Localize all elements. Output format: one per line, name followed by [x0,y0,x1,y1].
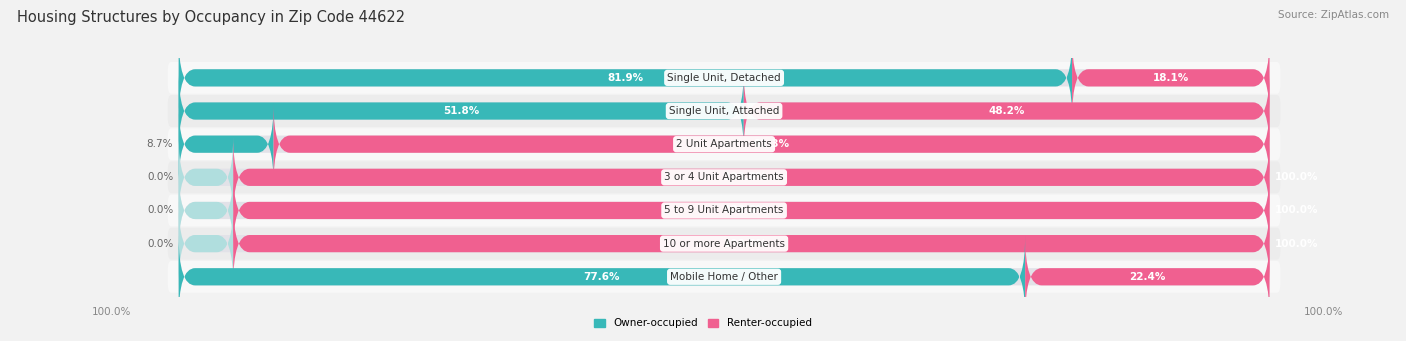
FancyBboxPatch shape [179,70,744,152]
Text: 77.6%: 77.6% [583,272,620,282]
Text: Single Unit, Detached: Single Unit, Detached [668,73,780,83]
Text: 5 to 9 Unit Apartments: 5 to 9 Unit Apartments [665,206,783,216]
FancyBboxPatch shape [179,37,1270,119]
FancyBboxPatch shape [167,95,1281,127]
Text: 48.2%: 48.2% [988,106,1025,116]
FancyBboxPatch shape [179,169,1270,252]
FancyBboxPatch shape [744,70,1270,152]
Text: Housing Structures by Occupancy in Zip Code 44622: Housing Structures by Occupancy in Zip C… [17,10,405,25]
FancyBboxPatch shape [1073,37,1270,119]
FancyBboxPatch shape [179,169,233,252]
FancyBboxPatch shape [167,195,1281,226]
FancyBboxPatch shape [179,203,1270,285]
Text: Mobile Home / Other: Mobile Home / Other [671,272,778,282]
Text: 51.8%: 51.8% [443,106,479,116]
FancyBboxPatch shape [167,128,1281,160]
Text: 100.0%: 100.0% [724,172,768,182]
Text: 81.9%: 81.9% [607,73,644,83]
Text: 100.0%: 100.0% [1275,172,1319,182]
FancyBboxPatch shape [179,203,233,285]
Text: 100.0%: 100.0% [1275,239,1319,249]
FancyBboxPatch shape [233,136,1270,219]
Text: 91.3%: 91.3% [754,139,790,149]
FancyBboxPatch shape [233,203,1270,285]
Text: Source: ZipAtlas.com: Source: ZipAtlas.com [1278,10,1389,20]
FancyBboxPatch shape [167,62,1281,94]
Text: 100.0%: 100.0% [724,206,768,216]
FancyBboxPatch shape [179,103,1270,185]
Text: 100.0%: 100.0% [1303,307,1343,317]
FancyBboxPatch shape [179,103,274,185]
Text: 100.0%: 100.0% [1275,206,1319,216]
FancyBboxPatch shape [179,136,1270,219]
Text: 0.0%: 0.0% [148,172,173,182]
FancyBboxPatch shape [274,103,1270,185]
Text: 0.0%: 0.0% [148,206,173,216]
Text: 18.1%: 18.1% [1153,73,1189,83]
Text: 22.4%: 22.4% [1129,272,1166,282]
Text: 0.0%: 0.0% [148,239,173,249]
Legend: Owner-occupied, Renter-occupied: Owner-occupied, Renter-occupied [591,314,815,332]
FancyBboxPatch shape [167,261,1281,293]
FancyBboxPatch shape [179,136,233,219]
Text: 100.0%: 100.0% [724,239,768,249]
FancyBboxPatch shape [179,37,1073,119]
Text: 100.0%: 100.0% [91,307,131,317]
FancyBboxPatch shape [1025,236,1270,318]
FancyBboxPatch shape [179,236,1270,318]
FancyBboxPatch shape [233,169,1270,252]
Text: Single Unit, Attached: Single Unit, Attached [669,106,779,116]
Text: 8.7%: 8.7% [146,139,173,149]
FancyBboxPatch shape [167,228,1281,260]
Text: 2 Unit Apartments: 2 Unit Apartments [676,139,772,149]
FancyBboxPatch shape [179,70,1270,152]
FancyBboxPatch shape [179,236,1025,318]
Text: 10 or more Apartments: 10 or more Apartments [664,239,785,249]
FancyBboxPatch shape [167,161,1281,193]
Text: 3 or 4 Unit Apartments: 3 or 4 Unit Apartments [664,172,785,182]
